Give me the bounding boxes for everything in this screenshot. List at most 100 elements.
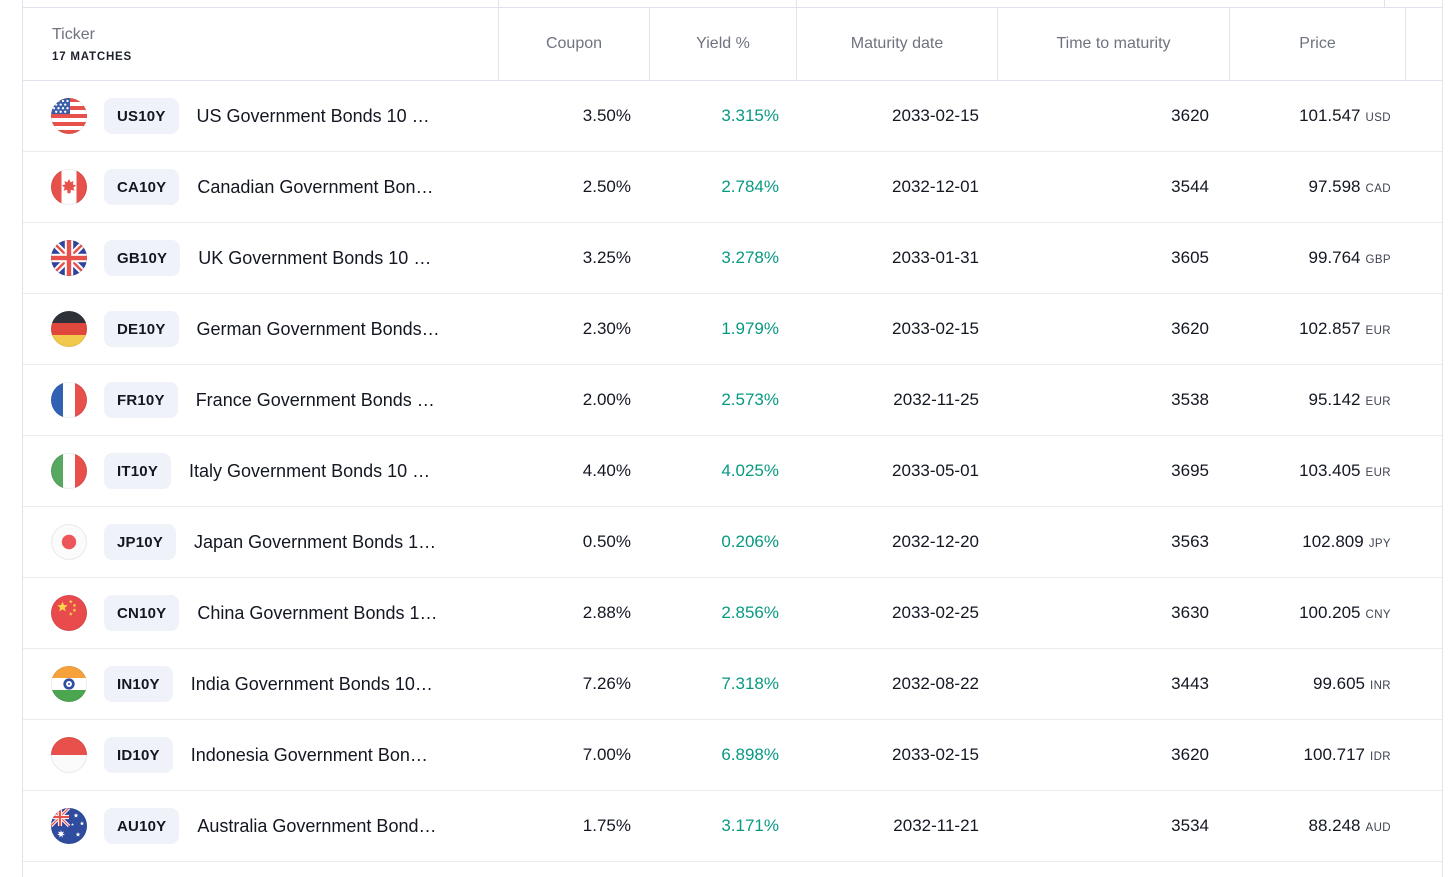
maturity-date-cell: 2032-12-20 bbox=[892, 532, 979, 551]
yield-cell: 2.856% bbox=[721, 603, 779, 622]
maturity-date-cell: 2033-02-15 bbox=[892, 319, 979, 338]
bond-row-de10y[interactable]: DE10Y German Government Bonds… 2.30% 1.9… bbox=[23, 294, 1442, 365]
toolbar-divider bbox=[1384, 0, 1385, 8]
maturity-date-cell: 2033-01-31 bbox=[892, 248, 979, 267]
cropped-toolbar-edge bbox=[23, 0, 1442, 8]
price-currency: AUD bbox=[1365, 822, 1391, 834]
ticker-badge[interactable]: ID10Y bbox=[104, 737, 173, 773]
column-header-time-to-maturity[interactable]: Time to maturity bbox=[997, 8, 1229, 80]
bond-row-in10y[interactable]: IN10Y India Government Bonds 10… 7.26% 7… bbox=[23, 649, 1442, 720]
ticker-cell: FR10Y France Government Bonds … bbox=[23, 382, 498, 418]
bond-row-cn10y[interactable]: CN10Y China Government Bonds 1… 2.88% 2.… bbox=[23, 578, 1442, 649]
maturity-date-cell: 2032-11-25 bbox=[893, 390, 979, 409]
price-cell: 88.248 AUD bbox=[1229, 816, 1405, 836]
ticker-badge[interactable]: CN10Y bbox=[104, 595, 180, 631]
bond-row-us10y[interactable]: US10Y US Government Bonds 10 … 3.50% 3.3… bbox=[23, 81, 1442, 152]
coupon-cell: 0.50% bbox=[582, 532, 631, 551]
ticker-badge[interactable]: DE10Y bbox=[104, 311, 179, 347]
ticker-cell: DE10Y German Government Bonds… bbox=[23, 311, 498, 347]
toolbar-divider bbox=[796, 0, 797, 8]
time-to-maturity-cell: 3544 bbox=[1171, 177, 1209, 196]
coupon-cell: 2.00% bbox=[582, 390, 631, 409]
toolbar-divider bbox=[498, 0, 499, 8]
coupon-cell: 3.25% bbox=[582, 248, 631, 267]
price-cell: 99.764 GBP bbox=[1229, 248, 1405, 268]
ticker-badge[interactable]: GB10Y bbox=[104, 240, 181, 276]
price-value: 99.764 bbox=[1308, 248, 1361, 267]
maturity-date-cell: 2032-08-22 bbox=[892, 674, 979, 693]
coupon-cell: 4.40% bbox=[582, 461, 631, 480]
ticker-badge[interactable]: AU10Y bbox=[104, 808, 180, 844]
bond-name: Japan Government Bonds 1… bbox=[194, 531, 437, 552]
jp-flag-icon bbox=[51, 524, 87, 560]
ticker-cell: GB10Y UK Government Bonds 10 … bbox=[23, 240, 498, 276]
coupon-cell: 2.50% bbox=[582, 177, 631, 196]
au-flag-icon bbox=[51, 808, 87, 844]
price-currency: EUR bbox=[1365, 396, 1391, 408]
bond-name: Canadian Government Bon… bbox=[197, 176, 434, 197]
time-to-maturity-cell: 3695 bbox=[1171, 461, 1209, 480]
price-cell: 100.205 CNY bbox=[1229, 603, 1405, 623]
bond-name: India Government Bonds 10… bbox=[190, 673, 433, 694]
yield-cell: 0.206% bbox=[721, 532, 779, 551]
price-value: 100.717 bbox=[1303, 745, 1365, 764]
time-to-maturity-cell: 3620 bbox=[1171, 106, 1209, 125]
coupon-cell: 1.75% bbox=[582, 816, 631, 835]
cn-flag-icon bbox=[51, 595, 87, 631]
bond-row-gb10y[interactable]: GB10Y UK Government Bonds 10 … 3.25% 3.2… bbox=[23, 223, 1442, 294]
ticker-cell: CA10Y Canadian Government Bon… bbox=[23, 169, 498, 205]
price-value: 100.205 bbox=[1299, 603, 1361, 622]
coupon-cell: 7.00% bbox=[582, 745, 631, 764]
bond-row-id10y[interactable]: ID10Y Indonesia Government Bon… 7.00% 6.… bbox=[23, 720, 1442, 791]
bond-row-fr10y[interactable]: FR10Y France Government Bonds … 2.00% 2.… bbox=[23, 365, 1442, 436]
ticker-badge[interactable]: FR10Y bbox=[104, 382, 178, 418]
bond-name: US Government Bonds 10 … bbox=[196, 105, 430, 126]
ticker-badge[interactable]: IT10Y bbox=[104, 453, 172, 489]
ticker-badge[interactable]: JP10Y bbox=[104, 524, 177, 560]
bond-name: China Government Bonds 1… bbox=[197, 602, 438, 623]
price-value: 102.857 bbox=[1299, 319, 1361, 338]
id-flag-icon bbox=[51, 737, 87, 773]
yield-cell: 3.278% bbox=[721, 248, 779, 267]
ticker-badge[interactable]: CA10Y bbox=[104, 169, 180, 205]
coupon-cell: 3.50% bbox=[582, 106, 631, 125]
price-cell: 102.857 EUR bbox=[1229, 319, 1405, 339]
price-currency: EUR bbox=[1365, 325, 1391, 337]
bond-row-jp10y[interactable]: JP10Y Japan Government Bonds 1… 0.50% 0.… bbox=[23, 507, 1442, 578]
column-header-spacer bbox=[1405, 8, 1443, 80]
bond-row-au10y[interactable]: AU10Y Australia Government Bond… 1.75% 3… bbox=[23, 791, 1442, 862]
price-cell: 102.809 JPY bbox=[1229, 532, 1405, 552]
maturity-date-cell: 2032-11-21 bbox=[893, 816, 979, 835]
column-header-maturity-date[interactable]: Maturity date bbox=[796, 8, 997, 80]
column-header-ticker[interactable]: Ticker 17 MATCHES bbox=[23, 8, 498, 80]
price-cell: 97.598 CAD bbox=[1229, 177, 1405, 197]
yield-cell: 2.573% bbox=[721, 390, 779, 409]
price-currency: INR bbox=[1369, 680, 1391, 692]
maturity-date-cell: 2033-02-15 bbox=[892, 106, 979, 125]
price-currency: CNY bbox=[1365, 609, 1391, 621]
yield-cell: 3.171% bbox=[721, 816, 779, 835]
price-value: 99.605 bbox=[1312, 674, 1365, 693]
bond-row-it10y[interactable]: IT10Y Italy Government Bonds 10 … 4.40% … bbox=[23, 436, 1442, 507]
price-value: 97.598 bbox=[1308, 177, 1361, 196]
price-currency: JPY bbox=[1368, 538, 1391, 550]
ticker-cell: US10Y US Government Bonds 10 … bbox=[23, 98, 498, 134]
price-value: 103.405 bbox=[1299, 461, 1361, 480]
ticker-badge[interactable]: IN10Y bbox=[104, 666, 173, 702]
de-flag-icon bbox=[51, 311, 87, 347]
column-header-coupon[interactable]: Coupon bbox=[498, 8, 649, 80]
bond-row-ca10y[interactable]: CA10Y Canadian Government Bon… 2.50% 2.7… bbox=[23, 152, 1442, 223]
it-flag-icon bbox=[51, 453, 87, 489]
time-to-maturity-cell: 3605 bbox=[1171, 248, 1209, 267]
column-header-yield[interactable]: Yield % bbox=[649, 8, 796, 80]
price-value: 88.248 bbox=[1308, 816, 1361, 835]
ticker-badge[interactable]: US10Y bbox=[104, 98, 179, 134]
column-header-price[interactable]: Price bbox=[1229, 8, 1405, 80]
maturity-date-cell: 2033-02-15 bbox=[892, 745, 979, 764]
coupon-cell: 2.88% bbox=[582, 603, 631, 622]
time-to-maturity-cell: 3620 bbox=[1171, 745, 1209, 764]
gb-flag-icon bbox=[51, 240, 87, 276]
price-currency: CAD bbox=[1365, 183, 1391, 195]
yield-cell: 1.979% bbox=[721, 319, 779, 338]
ticker-cell: JP10Y Japan Government Bonds 1… bbox=[23, 524, 498, 560]
